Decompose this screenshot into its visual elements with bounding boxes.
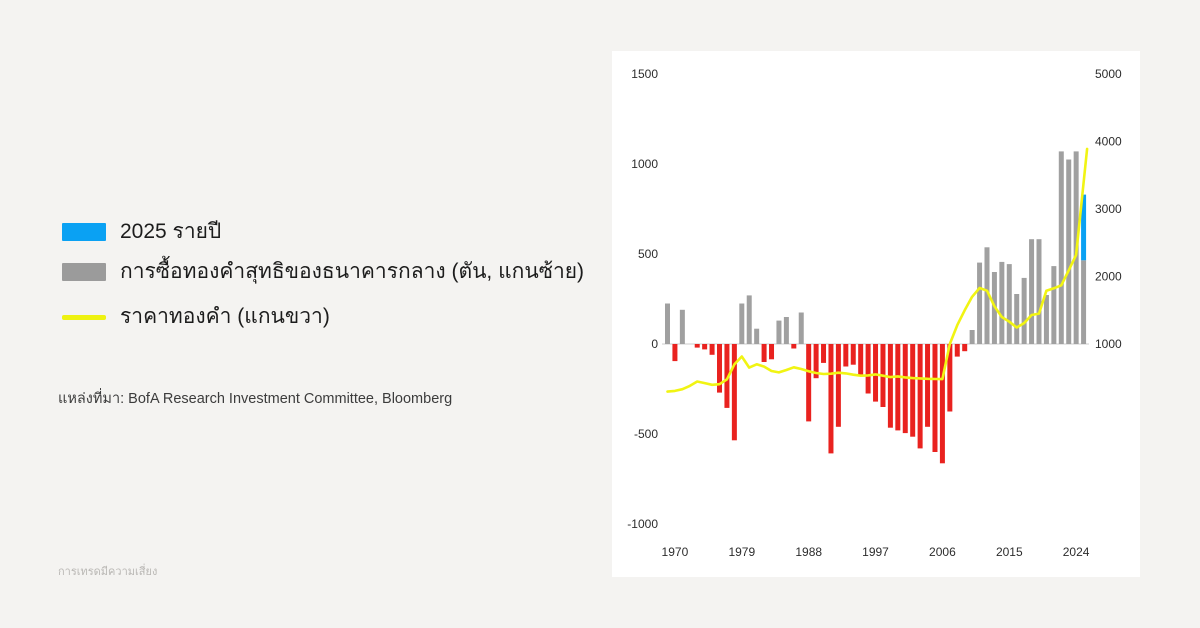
right-axis-label-5000: 5000: [1095, 67, 1122, 81]
bar-1970: [672, 344, 678, 362]
risk-disclaimer: การเทรดมีความเสี่ยง: [58, 566, 158, 578]
bar-2004: [925, 344, 931, 427]
bar-2008: [954, 344, 960, 357]
bar-2006: [939, 344, 945, 464]
left-axis-label--500: -500: [634, 427, 658, 441]
gold-price-line: [666, 147, 1089, 393]
x-axis-label-2015: 2015: [996, 545, 1023, 559]
bar-1996: [865, 344, 871, 394]
bar-1991: [828, 344, 834, 454]
bar-2023: [1066, 159, 1072, 344]
gold-purchases-chart: 150010005000-500-10005000400030002000100…: [627, 67, 1122, 559]
legend-swatch-2025-blue: [62, 223, 106, 242]
bar-1975: [709, 344, 715, 355]
bar-1993: [843, 344, 849, 367]
bar-2025-annualized: [1081, 194, 1087, 261]
bar-1990: [821, 344, 827, 363]
legend-item-2025: 2025 รายปี: [62, 219, 221, 245]
bar-2005: [932, 344, 938, 452]
bar-2017: [1021, 277, 1027, 344]
bar-2019: [1036, 239, 1042, 344]
chart-panel: 1500 1000 500 0 -500 -1000 5000 4000 3000 2000 100…: [612, 51, 1140, 577]
bar-2010: [969, 330, 975, 344]
bar-1971: [679, 309, 685, 344]
bar-1986: [791, 344, 797, 349]
legend-swatch-net-purchases-gray: [62, 263, 106, 282]
x-axis-label-1997: 1997: [862, 545, 889, 559]
bar-1994: [850, 344, 856, 365]
bar-1978: [731, 344, 737, 441]
x-axis-label-2006: 2006: [929, 545, 956, 559]
bar-1981: [754, 328, 760, 344]
left-axis-label-0: 0: [651, 337, 658, 351]
bar-2003: [917, 344, 923, 449]
bar-1969: [665, 303, 670, 344]
right-axis-label-4000: 4000: [1095, 135, 1122, 149]
legend-label-2025: 2025 รายปี: [120, 220, 222, 243]
bar-1976: [717, 344, 723, 393]
right-axis-label-1000: 1000: [1095, 337, 1122, 351]
bar-2000: [895, 344, 901, 431]
legend-item-net-purchases: การซื้อทองคำสุทธิของธนาคารกลาง (ตัน, แกน…: [62, 259, 584, 285]
bar-2025-actual: [1081, 260, 1087, 344]
bar-1973: [694, 344, 700, 348]
right-axis-label-2000: 2000: [1095, 270, 1122, 284]
bar-2020: [1043, 295, 1049, 344]
source-attribution: แหล่งที่มา: BofA Research Investment Com…: [58, 391, 453, 407]
bar-2012: [984, 247, 990, 344]
bar-2015: [1006, 264, 1012, 344]
bar-2009: [962, 344, 968, 352]
legend-item-gold-price: ราคาทองคำ (แกนขวา): [62, 304, 330, 330]
bar-1988: [806, 344, 812, 422]
right-axis-label-3000: 3000: [1095, 202, 1122, 216]
bar-1995: [858, 344, 864, 375]
bar-1999: [887, 344, 893, 428]
left-axis-label-1500: 1500: [631, 67, 658, 81]
bar-1983: [769, 344, 775, 360]
legend-swatch-gold-price-yellow: [62, 314, 106, 320]
bar-2002: [910, 344, 916, 437]
bar-1984: [776, 320, 782, 344]
legend-label-gold-price: ราคาทองคำ (แกนขวา): [120, 305, 330, 328]
bar-2014: [999, 261, 1005, 344]
x-axis-label-1979: 1979: [728, 545, 755, 559]
x-axis-label-1970: 1970: [662, 545, 689, 559]
bar-2001: [902, 344, 908, 434]
left-axis-label-1000: 1000: [631, 157, 658, 171]
bar-1987: [798, 312, 804, 344]
x-axis-label-1988: 1988: [795, 545, 822, 559]
bar-2018: [1029, 239, 1035, 344]
bar-1977: [724, 344, 730, 408]
bar-1992: [835, 344, 841, 427]
left-axis-label--1000: -1000: [627, 517, 658, 531]
bar-1997: [873, 344, 879, 402]
bar-2011: [977, 262, 983, 344]
bar-2016: [1014, 294, 1020, 344]
bar-1974: [702, 344, 708, 350]
bar-1985: [783, 317, 789, 344]
bar-2022: [1058, 151, 1064, 344]
legend-label-net-purchases: การซื้อทองคำสุทธิของธนาคารกลาง (ตัน, แกน…: [120, 260, 585, 283]
bar-1982: [761, 344, 767, 362]
x-axis-label-2024: 2024: [1063, 545, 1090, 559]
bar-2021: [1051, 266, 1057, 344]
bar-1979: [739, 303, 745, 344]
left-axis-label-500: 500: [638, 247, 658, 261]
bar-2007: [947, 344, 953, 412]
bar-1989: [813, 344, 819, 379]
bar-1980: [746, 295, 752, 344]
